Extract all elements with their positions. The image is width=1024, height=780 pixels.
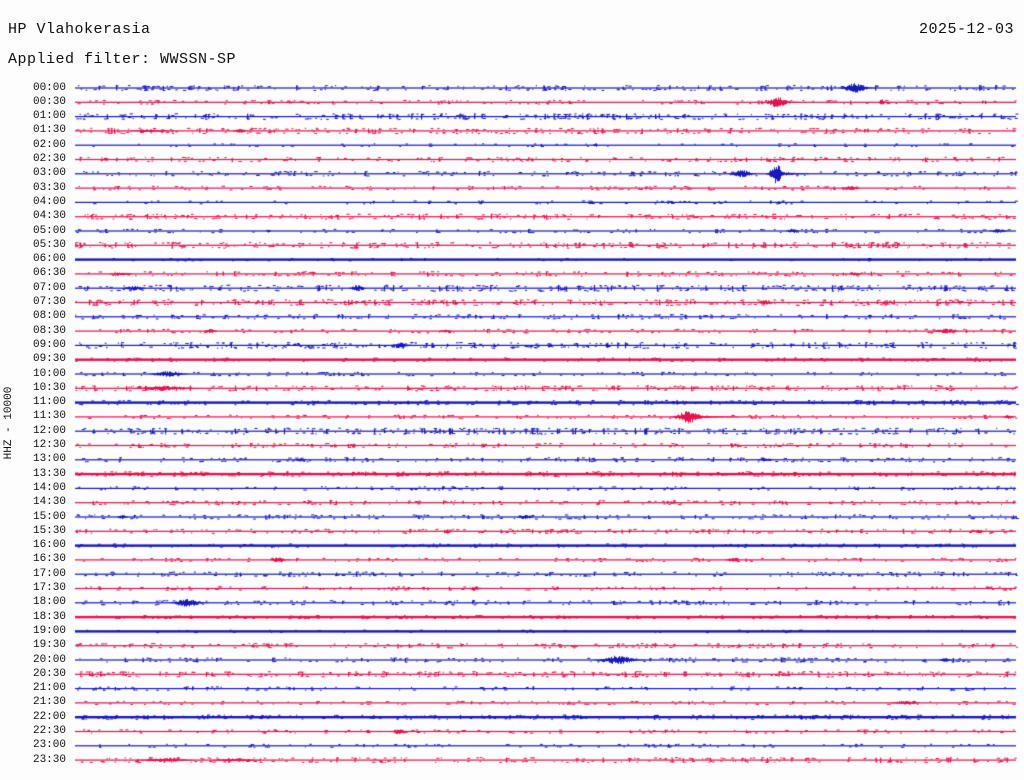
helicorder-page: HP Vlahokerasia 2025-12-03 Applied filte… (0, 0, 1024, 780)
helicorder-canvas (0, 0, 1024, 780)
